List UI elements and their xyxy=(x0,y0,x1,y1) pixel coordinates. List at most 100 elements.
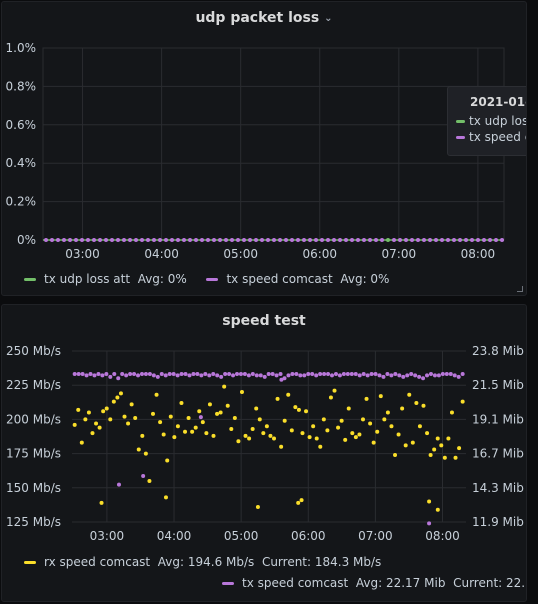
data-point xyxy=(99,500,104,505)
udp-chart[interactable]: 0% 0.2% 0.4% 0.6% 0.8% 1.0% 03:00 04:00 05:00 06:… xyxy=(2,2,527,296)
data-point xyxy=(332,238,336,242)
data-point xyxy=(74,238,78,242)
data-point xyxy=(198,415,203,420)
data-point xyxy=(428,238,432,242)
speed-chart[interactable]: 125 Mb/s 150 Mb/s 175 Mb/s 200 Mb/s 225 Mb/s… xyxy=(2,305,527,602)
data-point xyxy=(262,374,267,379)
speed-legend-rx[interactable]: rx speed comcast Avg: 194.6 Mb/s Current… xyxy=(24,555,381,569)
data-point xyxy=(122,238,126,242)
data-point xyxy=(218,410,223,415)
data-point xyxy=(298,373,303,378)
data-point xyxy=(118,391,123,396)
data-point xyxy=(456,374,461,379)
data-point xyxy=(207,373,212,378)
data-point xyxy=(409,371,414,376)
data-point xyxy=(328,395,333,400)
data-point xyxy=(140,433,145,438)
chevron-down-icon[interactable]: ⌄ xyxy=(324,13,333,24)
data-point xyxy=(393,371,398,376)
data-point xyxy=(143,451,148,456)
data-point xyxy=(195,371,200,376)
data-point xyxy=(175,424,180,429)
tooltip-item-att: tx udp loss att xyxy=(456,114,526,128)
data-point xyxy=(175,373,180,378)
data-point xyxy=(167,371,172,376)
data-point xyxy=(122,414,127,419)
data-point xyxy=(76,371,81,376)
data-point xyxy=(353,371,358,376)
data-point xyxy=(369,371,374,376)
data-point xyxy=(470,238,474,242)
legend-item-udp-comcast[interactable]: tx speed comcast Avg: 0% xyxy=(206,272,389,286)
data-point xyxy=(116,238,120,242)
data-point xyxy=(212,238,216,242)
panel-title-text: udp packet loss xyxy=(195,10,320,26)
speed-legend-tx[interactable]: tx speed comcast Avg: 22.17 Mib Current:… xyxy=(222,576,526,590)
data-point xyxy=(282,418,287,423)
x-tick-label: 05:00 xyxy=(224,529,259,543)
y-left-tick-label: 250 Mb/s xyxy=(6,344,61,358)
data-point xyxy=(286,373,291,378)
legend-item-udp-att[interactable]: tx udp loss att Avg: 0% xyxy=(24,272,187,286)
data-point xyxy=(397,373,402,378)
data-point xyxy=(318,444,323,449)
data-point xyxy=(373,371,378,376)
data-point xyxy=(203,371,208,376)
data-point xyxy=(442,455,447,460)
data-point xyxy=(289,428,294,433)
x-tick-label: 06:00 xyxy=(291,529,326,543)
data-point xyxy=(62,238,66,242)
data-point xyxy=(154,392,159,397)
data-point xyxy=(96,371,101,376)
x-tick-label: 07:00 xyxy=(382,247,417,261)
data-point xyxy=(108,374,113,379)
data-point xyxy=(254,406,259,411)
data-point xyxy=(414,400,419,405)
data-point xyxy=(224,238,228,242)
data-point xyxy=(345,371,350,376)
y-left-tick-label: 125 Mb/s xyxy=(6,515,61,529)
data-point xyxy=(158,420,163,425)
data-point xyxy=(378,394,383,399)
data-point xyxy=(417,374,422,379)
data-point xyxy=(368,238,372,242)
data-point xyxy=(403,443,408,448)
data-point xyxy=(389,373,394,378)
data-point xyxy=(250,371,255,376)
data-point xyxy=(432,373,437,378)
y-left-tick-label: 150 Mb/s xyxy=(6,481,61,495)
data-point xyxy=(239,390,244,395)
data-point xyxy=(80,371,85,376)
data-point xyxy=(190,429,195,434)
resize-handle[interactable] xyxy=(517,286,523,292)
data-point xyxy=(258,373,263,378)
data-point xyxy=(257,417,262,422)
data-point xyxy=(255,504,260,509)
data-point xyxy=(211,371,216,376)
y-tick-label: 1.0% xyxy=(6,41,37,55)
data-point xyxy=(72,422,77,427)
data-point xyxy=(460,399,465,404)
data-point xyxy=(422,238,426,242)
data-point xyxy=(307,435,312,440)
data-point xyxy=(215,411,220,416)
data-point xyxy=(182,238,186,242)
data-point xyxy=(141,474,146,479)
panel-title[interactable]: udp packet loss ⌄ xyxy=(2,10,526,26)
data-point xyxy=(314,238,318,242)
data-point xyxy=(413,373,418,378)
data-point xyxy=(98,238,102,242)
legend-current: Current: 184.3 Mb/s xyxy=(261,555,382,569)
data-point xyxy=(416,238,420,242)
data-point xyxy=(243,433,248,438)
y-left-tick-label: 175 Mb/s xyxy=(6,447,61,461)
data-point xyxy=(176,238,180,242)
panel-title[interactable]: speed test xyxy=(2,313,526,329)
data-point xyxy=(272,436,277,441)
y-left-tick-label: 225 Mb/s xyxy=(6,378,61,392)
udp-legend: tx udp loss att Avg: 0% tx speed comcast… xyxy=(24,272,389,286)
data-point xyxy=(371,440,376,445)
data-point xyxy=(336,425,341,430)
legend-avg: Avg: 0% xyxy=(137,272,187,286)
y-tick-label: 0.6% xyxy=(6,118,37,132)
